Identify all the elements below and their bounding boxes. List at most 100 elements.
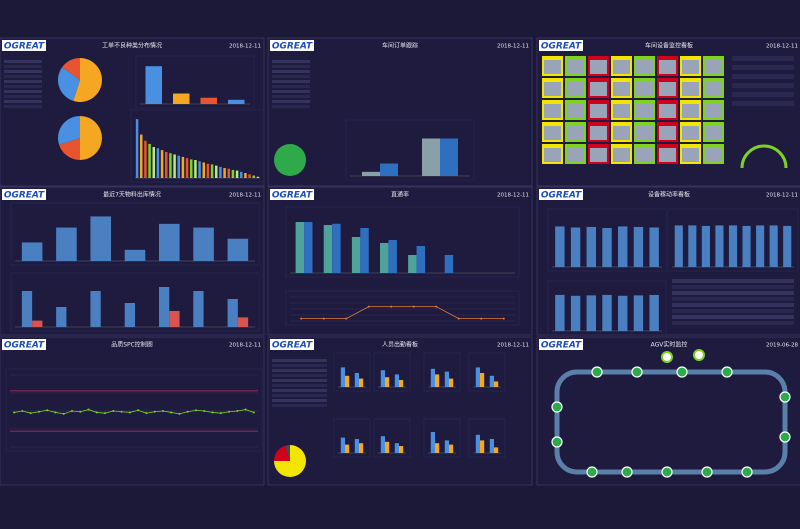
bar bbox=[388, 240, 397, 273]
panel: OGREAT 设备稼动率看板 2018-12-11 bbox=[536, 186, 800, 336]
bar bbox=[202, 162, 205, 178]
device-image bbox=[682, 82, 699, 96]
point bbox=[186, 410, 189, 413]
chart-frame bbox=[373, 418, 411, 458]
logo: OGREAT bbox=[4, 341, 45, 351]
bar bbox=[304, 222, 313, 273]
logo: OGREAT bbox=[4, 42, 45, 52]
device-image bbox=[636, 60, 653, 74]
bar bbox=[227, 168, 230, 178]
bar bbox=[360, 228, 369, 273]
device-image bbox=[567, 126, 584, 140]
bar bbox=[555, 294, 565, 331]
bar bbox=[756, 225, 765, 267]
bar bbox=[570, 227, 581, 267]
status-row bbox=[732, 74, 794, 79]
bar bbox=[422, 138, 440, 176]
bar bbox=[135, 119, 139, 178]
panel: OGREAT 品质SPC控制图 2018-12-11 bbox=[0, 336, 265, 486]
panel: OGREAT 直通率 2018-12-11 bbox=[267, 186, 533, 336]
table-row bbox=[672, 303, 794, 307]
bar bbox=[190, 159, 193, 178]
point bbox=[71, 410, 73, 412]
panel-title: 设备稼动率看板 bbox=[648, 191, 690, 199]
device-image bbox=[567, 148, 584, 162]
bar bbox=[256, 176, 260, 178]
point bbox=[228, 410, 231, 413]
panel-date: 2018-12-11 bbox=[497, 44, 529, 50]
panel-bg bbox=[0, 37, 265, 187]
device-image bbox=[682, 60, 699, 74]
bar bbox=[185, 158, 189, 178]
point bbox=[252, 411, 255, 414]
bar bbox=[248, 174, 251, 178]
point bbox=[244, 408, 247, 411]
table-row bbox=[272, 369, 327, 372]
point bbox=[300, 317, 303, 320]
bar bbox=[416, 246, 425, 273]
bar bbox=[340, 437, 345, 453]
agv-station bbox=[676, 366, 688, 378]
bar bbox=[193, 291, 204, 327]
logo-bg bbox=[2, 189, 46, 200]
bar bbox=[124, 303, 135, 327]
table-row bbox=[4, 60, 42, 63]
panel: OGREAT 人员出勤看板 2018-12-11 bbox=[267, 336, 533, 486]
bar bbox=[586, 226, 596, 267]
bar bbox=[32, 320, 43, 327]
bar bbox=[435, 374, 440, 387]
bar bbox=[602, 228, 612, 267]
device-image bbox=[659, 60, 676, 74]
agv-station bbox=[591, 366, 603, 378]
bar bbox=[555, 226, 565, 267]
device-image bbox=[567, 82, 584, 96]
chart-frame bbox=[285, 290, 520, 326]
bar bbox=[769, 225, 778, 267]
bar bbox=[351, 237, 361, 273]
bar bbox=[295, 222, 305, 273]
bar bbox=[715, 225, 724, 267]
table-row bbox=[272, 374, 327, 377]
point bbox=[367, 305, 370, 308]
bar bbox=[728, 225, 738, 267]
chart-frame bbox=[468, 352, 506, 392]
point bbox=[435, 305, 438, 308]
agv-station bbox=[721, 366, 733, 378]
device-image bbox=[613, 82, 630, 96]
device-image bbox=[705, 60, 722, 74]
bar bbox=[494, 447, 499, 453]
device-image bbox=[636, 104, 653, 118]
bar bbox=[380, 163, 398, 176]
pie-slice bbox=[80, 116, 102, 160]
bar bbox=[156, 148, 160, 178]
table-row bbox=[4, 70, 42, 73]
bar bbox=[193, 227, 214, 261]
bar bbox=[633, 226, 644, 267]
panel: OGREAT 最近7天物料出库情况 2018-12-11 bbox=[0, 186, 265, 336]
status-row bbox=[732, 83, 794, 88]
bar bbox=[145, 66, 162, 104]
pie-slice bbox=[73, 58, 102, 103]
table-row bbox=[272, 404, 327, 407]
logo-bg bbox=[270, 189, 314, 200]
pie-slice bbox=[274, 144, 306, 176]
bar bbox=[345, 375, 350, 387]
bar bbox=[354, 439, 359, 453]
agv-station bbox=[741, 466, 753, 478]
panel: OGREAT 工单不良种类分布情况 2018-12-11 bbox=[0, 37, 265, 187]
bar bbox=[742, 225, 751, 267]
point bbox=[178, 412, 181, 415]
bar bbox=[649, 294, 659, 331]
table-row bbox=[672, 297, 794, 301]
panel: OGREAT 车间订单跟踪 2018-12-11 bbox=[267, 37, 533, 187]
point bbox=[128, 411, 131, 414]
line bbox=[301, 306, 504, 319]
device-image bbox=[544, 148, 561, 162]
pie-slice bbox=[274, 445, 290, 461]
device-image bbox=[659, 104, 676, 118]
logo: OGREAT bbox=[541, 191, 582, 201]
bar bbox=[223, 168, 226, 178]
bar bbox=[430, 432, 435, 453]
logo-bg bbox=[539, 189, 583, 200]
